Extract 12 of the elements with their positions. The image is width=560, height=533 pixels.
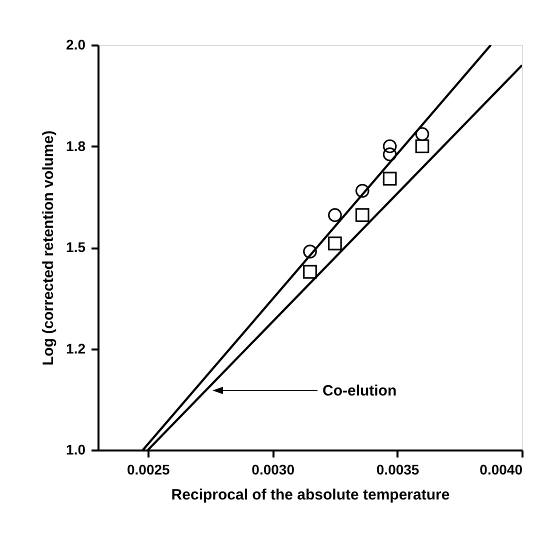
x-tick-label: 0.0030 (252, 462, 295, 478)
y-tick-label: 1.0 (66, 442, 86, 458)
x-tick-label: 0.0035 (376, 462, 420, 478)
y-tick-label: 1.8 (66, 138, 86, 154)
x-tick-label: 0.0040 (480, 462, 523, 478)
y-axis-title: Log (corrected retention volume) (40, 130, 58, 366)
x-tick-label: 0.0025 (126, 462, 170, 478)
x-axis-title: Reciprocal of the absolute temperature (171, 486, 450, 504)
y-tick-label: 2.0 (66, 36, 86, 52)
y-tick-label: 1.2 (66, 340, 86, 356)
annotation: Co-elution (322, 382, 397, 400)
y-tick-label: 1.5 (66, 239, 86, 255)
